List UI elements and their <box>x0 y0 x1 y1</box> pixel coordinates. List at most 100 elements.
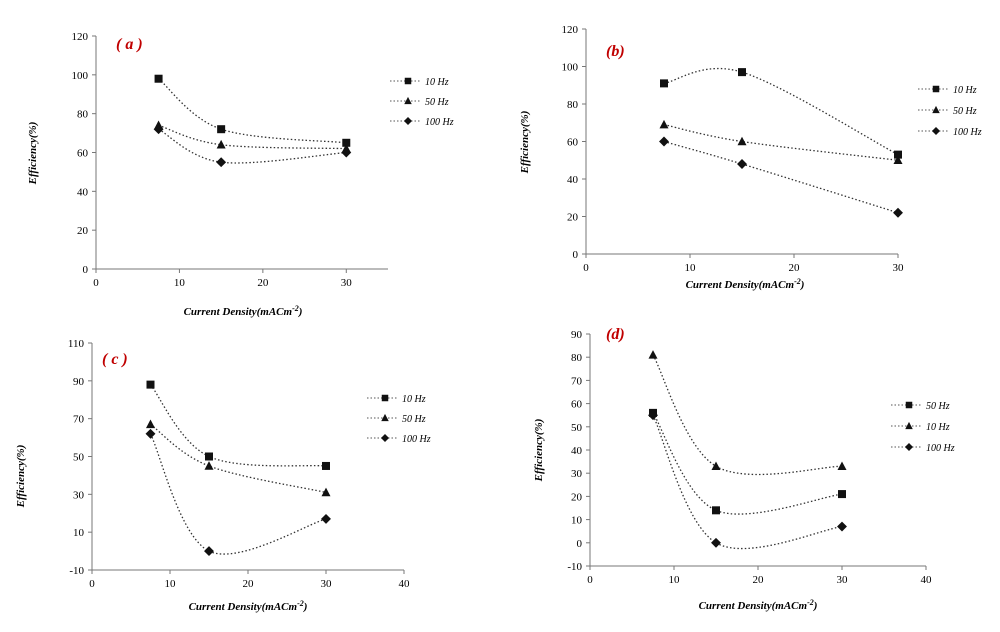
x-axis-title-main: Current Density(mACm <box>686 279 795 291</box>
y-tick-label: 80 <box>77 109 89 121</box>
x-axis-title: Current Density(mACm-2) <box>686 277 805 291</box>
y-tick-label: 0 <box>573 249 579 261</box>
data-point-square <box>146 380 155 389</box>
y-tick-label: 40 <box>571 445 583 457</box>
y-tick-label: 120 <box>72 31 89 43</box>
x-axis-title: Current Density(mACm-2) <box>699 598 818 612</box>
data-point-square <box>838 490 846 499</box>
data-point-square <box>712 506 720 515</box>
legend-entry: 50 Hz <box>891 401 950 412</box>
y-tick-label: -10 <box>69 565 84 577</box>
legend-marker-diamond <box>931 126 941 136</box>
legend-label: 100 Hz <box>402 434 431 445</box>
x-axis-title-tail: ) <box>303 601 308 613</box>
y-tick-label: 90 <box>73 376 85 388</box>
y-tick-label: 50 <box>571 422 583 434</box>
x-tick-label: 10 <box>165 578 177 590</box>
y-tick-label: 60 <box>571 399 583 411</box>
data-point-diamond <box>659 136 669 147</box>
legend-label: 100 Hz <box>425 117 454 128</box>
data-point-square <box>322 461 330 470</box>
series-line-triangle <box>158 124 347 150</box>
legend-entry: 10 Hz <box>891 421 950 433</box>
legend-entry: 10 Hz <box>918 85 977 96</box>
legend-label: 50 Hz <box>425 97 449 108</box>
x-tick-label: 0 <box>89 578 95 590</box>
legend-marker-diamond <box>380 433 390 443</box>
legend-marker-triangle <box>404 96 412 105</box>
legend-label: 100 Hz <box>926 443 955 454</box>
data-point-triangle <box>648 350 658 359</box>
legend-marker-square <box>404 77 412 85</box>
legend-marker-square <box>381 394 389 402</box>
y-tick-label: 70 <box>571 375 583 387</box>
y-tick-label: 100 <box>562 62 579 74</box>
x-tick-label: 0 <box>93 277 99 289</box>
x-axis-title-tail: ) <box>813 600 818 612</box>
series-line-square <box>663 67 899 156</box>
legend-label: 10 Hz <box>953 85 977 96</box>
x-axis-title-superscript: -2 <box>807 598 814 607</box>
legend-label: 50 Hz <box>402 414 426 425</box>
x-tick-label: 0 <box>587 574 593 586</box>
y-tick-label: 120 <box>562 24 579 36</box>
x-axis-title-superscript: -2 <box>794 277 801 286</box>
x-axis-title-superscript: -2 <box>292 304 299 313</box>
y-tick-label: 70 <box>73 414 85 426</box>
data-point-square <box>205 452 213 461</box>
series-line-triangle <box>652 354 843 476</box>
series-line-diamond <box>158 128 347 164</box>
x-tick-label: 30 <box>321 578 333 590</box>
y-tick-label: 10 <box>73 527 85 539</box>
y-tick-label: 0 <box>577 538 583 550</box>
data-point-triangle <box>204 461 214 470</box>
data-point-diamond <box>737 159 747 169</box>
legend-label: 100 Hz <box>953 127 982 138</box>
y-tick-label: 40 <box>77 186 89 198</box>
data-point-triangle <box>837 461 847 471</box>
x-tick-label: 10 <box>685 262 697 274</box>
data-point-square <box>342 138 351 147</box>
y-tick-label: 20 <box>567 212 579 224</box>
y-tick-label: 0 <box>83 264 89 276</box>
legend-entry: 50 Hz <box>367 413 426 425</box>
x-tick-label: 30 <box>837 574 849 586</box>
x-axis-title: Current Density(mACm-2) <box>189 599 308 613</box>
data-point-triangle <box>737 136 747 146</box>
y-tick-label: 40 <box>567 174 579 186</box>
y-axis-title: Efficiency(%) <box>27 122 39 186</box>
chart-panel-d: -10 0 10 20 30 40 50 60 70 80 90 0 10 20 30 40 50 Hz 10 H… <box>533 326 955 612</box>
legend-marker-diamond <box>904 442 914 452</box>
x-axis-title-tail: ) <box>298 306 303 318</box>
series-line-triangle <box>663 123 899 161</box>
legend-label: 10 Hz <box>425 77 449 88</box>
series-line-triangle <box>150 423 327 494</box>
legend-entry: 100 Hz <box>891 442 955 454</box>
legend-marker-triangle <box>905 421 913 430</box>
x-tick-label: 10 <box>669 574 681 586</box>
x-tick-label: 10 <box>174 277 186 289</box>
series-line-diamond <box>652 414 843 550</box>
data-point-square <box>154 74 163 83</box>
series-line-square <box>149 384 327 467</box>
data-point-triangle <box>146 419 155 429</box>
y-tick-label: 80 <box>567 99 579 111</box>
legend-entry: 10 Hz <box>367 394 426 405</box>
legend-label: 10 Hz <box>926 422 950 433</box>
x-tick-label: 40 <box>921 574 933 586</box>
x-axis-title-main: Current Density(mACm <box>184 306 293 318</box>
legend-marker-diamond <box>403 116 413 126</box>
chart-panel-b: 0 20 40 60 80 100 120 0 10 20 30 10 Hz 50 Hz 100 Hz (b… <box>519 24 982 291</box>
x-tick-label: 20 <box>789 262 801 274</box>
data-point-triangle <box>659 119 669 129</box>
data-point-triangle <box>711 461 721 471</box>
legend-marker-square <box>905 401 913 409</box>
legend-entry: 10 Hz <box>390 77 449 88</box>
y-tick-label: 60 <box>77 148 89 160</box>
panel-label: ( a ) <box>116 36 143 53</box>
y-tick-label: 20 <box>571 491 583 503</box>
legend-label: 10 Hz <box>402 394 426 405</box>
panel-label: (d) <box>606 326 625 343</box>
legend-marker-triangle <box>381 413 389 422</box>
